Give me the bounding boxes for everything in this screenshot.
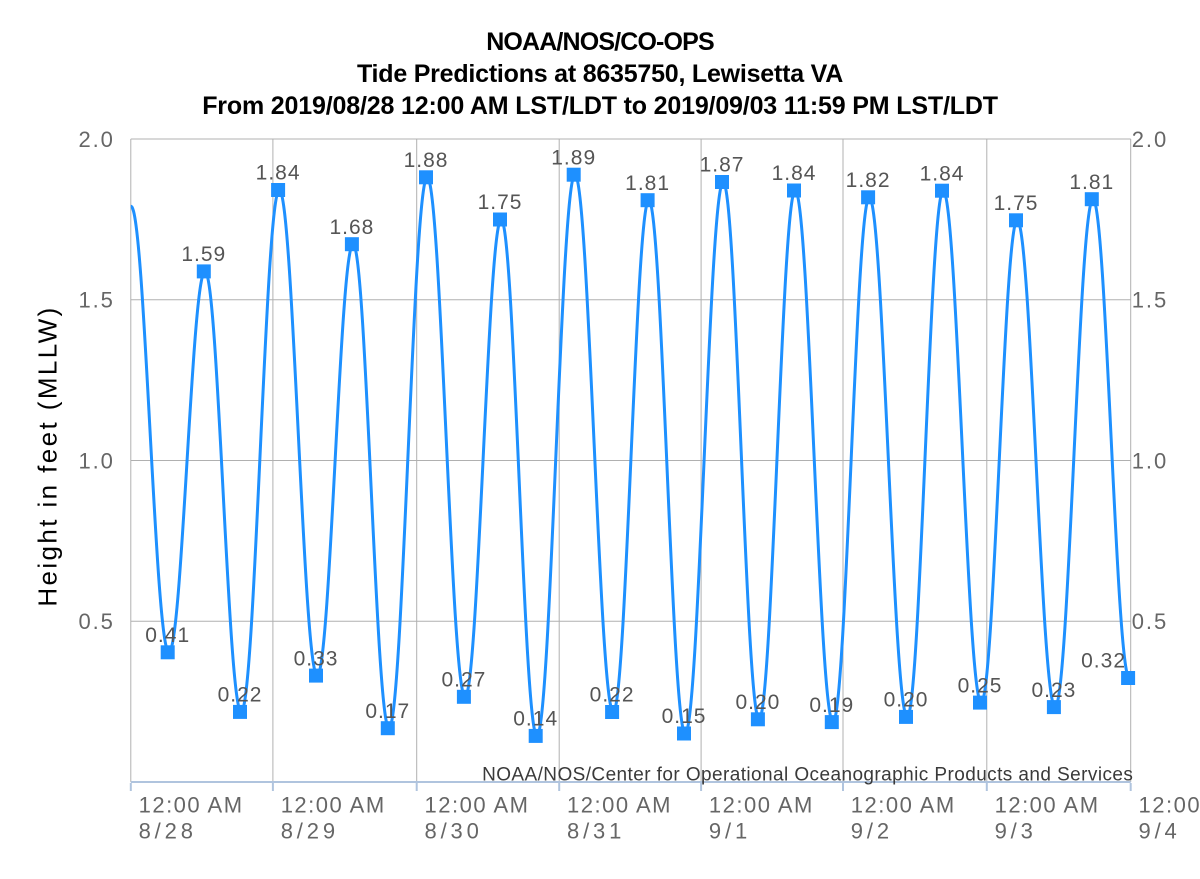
svg-text:0.20: 0.20 (735, 691, 780, 714)
svg-text:0.41: 0.41 (145, 624, 190, 647)
svg-text:1.81: 1.81 (625, 172, 670, 195)
svg-text:8/31: 8/31 (567, 819, 625, 844)
svg-text:12:00 AM: 12:00 AM (139, 792, 244, 817)
svg-text:1.82: 1.82 (846, 169, 891, 192)
svg-text:1.88: 1.88 (404, 149, 449, 172)
svg-text:12:00 AM: 12:00 AM (851, 792, 956, 817)
svg-text:12:00 AM: 12:00 AM (425, 792, 530, 817)
svg-text:12:00 AM: 12:00 AM (709, 792, 814, 817)
svg-text:0.17: 0.17 (365, 700, 410, 723)
svg-text:8/30: 8/30 (425, 819, 483, 844)
svg-text:NOAA/NOS/CO-OPS: NOAA/NOS/CO-OPS (486, 28, 714, 56)
svg-text:2.0: 2.0 (1132, 127, 1168, 152)
svg-text:2.0: 2.0 (79, 127, 115, 152)
svg-text:12:00 AM: 12:00 AM (1139, 792, 1200, 817)
svg-text:9/1: 9/1 (709, 819, 751, 844)
svg-text:1.75: 1.75 (994, 192, 1039, 215)
svg-text:8/29: 8/29 (281, 819, 339, 844)
svg-text:9/2: 9/2 (851, 819, 893, 844)
svg-text:1.0: 1.0 (79, 448, 115, 473)
svg-text:1.5: 1.5 (1132, 288, 1168, 313)
svg-text:12:00 AM: 12:00 AM (567, 792, 672, 817)
svg-text:1.81: 1.81 (1069, 171, 1114, 194)
svg-text:0.23: 0.23 (1031, 679, 1076, 702)
svg-text:0.25: 0.25 (958, 674, 1003, 697)
svg-text:1.68: 1.68 (329, 216, 374, 239)
svg-text:12:00 AM: 12:00 AM (281, 792, 386, 817)
svg-text:1.5: 1.5 (79, 288, 115, 313)
svg-text:0.5: 0.5 (79, 609, 115, 634)
svg-text:0.22: 0.22 (218, 684, 263, 707)
svg-text:1.59: 1.59 (181, 243, 226, 266)
svg-text:1.75: 1.75 (478, 191, 523, 214)
svg-text:0.27: 0.27 (441, 669, 486, 692)
svg-text:1.89: 1.89 (551, 146, 596, 169)
svg-text:0.14: 0.14 (513, 708, 558, 731)
svg-text:0.19: 0.19 (809, 694, 854, 717)
svg-text:9/3: 9/3 (995, 819, 1037, 844)
svg-text:8/28: 8/28 (139, 819, 197, 844)
svg-text:1.84: 1.84 (920, 162, 965, 185)
svg-text:9/4: 9/4 (1139, 819, 1181, 844)
svg-text:0.22: 0.22 (590, 684, 635, 707)
svg-text:Tide Predictions at 8635750, L: Tide Predictions at 8635750, Lewisetta V… (357, 60, 843, 88)
svg-text:From 2019/08/28 12:00 AM LST/L: From 2019/08/28 12:00 AM LST/LDT to 2019… (202, 92, 998, 120)
svg-text:0.32: 0.32 (1081, 650, 1126, 673)
svg-text:NOAA/NOS/Center for Operationa: NOAA/NOS/Center for Operational Oceanogr… (482, 764, 1133, 785)
svg-text:0.5: 0.5 (1132, 609, 1168, 634)
svg-text:1.0: 1.0 (1132, 448, 1168, 473)
svg-text:12:00 AM: 12:00 AM (995, 792, 1100, 817)
svg-text:1.87: 1.87 (700, 154, 745, 177)
svg-text:0.33: 0.33 (294, 647, 339, 670)
svg-text:1.84: 1.84 (256, 162, 301, 185)
svg-text:1.84: 1.84 (772, 162, 817, 185)
svg-text:Height in feet (MLLW): Height in feet (MLLW) (33, 305, 63, 606)
svg-text:0.20: 0.20 (884, 689, 929, 712)
svg-text:0.15: 0.15 (662, 705, 707, 728)
